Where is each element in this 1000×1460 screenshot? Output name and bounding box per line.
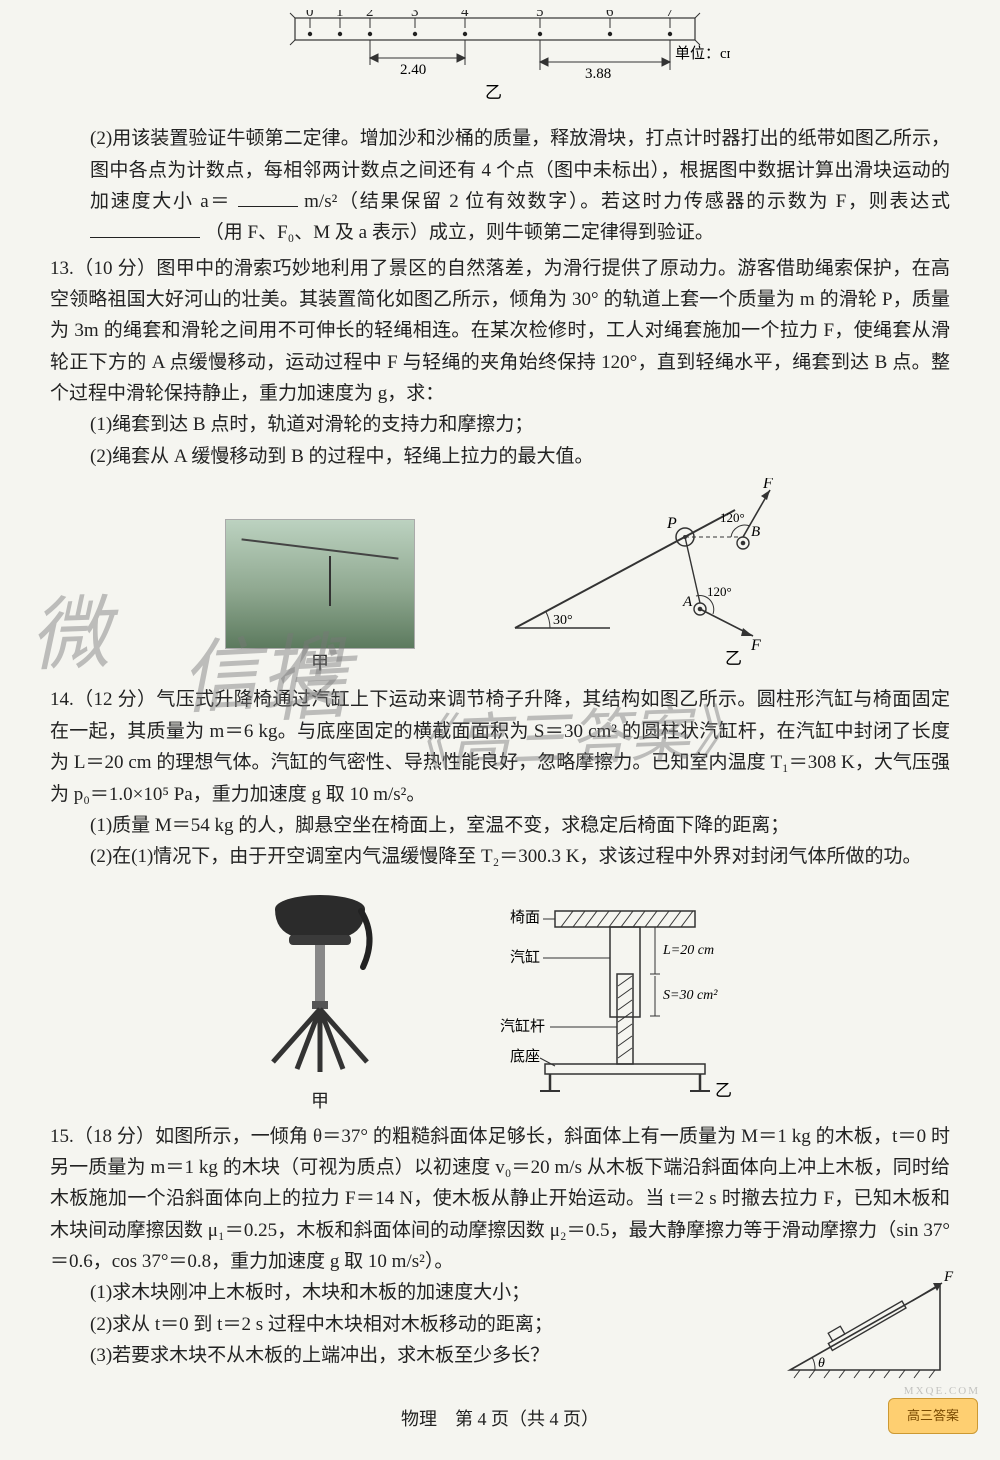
q13-s1: (1)绳套到达 B 点时，轨道对滑轮的支持力和摩擦力； xyxy=(50,409,950,440)
q13-s2: (2)绳套从 A 缓慢移动到 B 的过程中，轻绳上拉力的最大值。 xyxy=(50,441,950,472)
svg-text:2.40: 2.40 xyxy=(400,62,426,78)
svg-text:3.88: 3.88 xyxy=(585,66,611,82)
q13-fig-jia: 甲 xyxy=(225,519,415,679)
svg-text:6: 6 xyxy=(606,10,614,20)
corner-badge: 高三答案 xyxy=(888,1398,978,1434)
q13-diagram-svg: 30° P B A F 120° F xyxy=(495,478,775,668)
svg-text:乙: 乙 xyxy=(715,1081,732,1100)
chair-icon xyxy=(245,877,395,1077)
blank-acceleration xyxy=(238,188,298,207)
q13-head: 13.（10 分）图甲中的滑索巧妙地利用了景区的自然落差，为滑行提供了原动力。游… xyxy=(50,258,950,404)
fig-label-jia-14: 甲 xyxy=(245,1087,395,1117)
svg-text:F: F xyxy=(943,1269,954,1285)
q14-s2: (2)在(1)情况下，由于开空调室内气温缓慢降至 T₂＝300.3 K，求该过程… xyxy=(50,841,950,872)
svg-text:F: F xyxy=(750,637,761,654)
q14-s1: (1)质量 M＝54 kg 的人，脚悬空坐在椅面上，室温不变，求稳定后椅面下降的… xyxy=(50,810,950,841)
svg-text:汽缸杆: 汽缸杆 xyxy=(500,1017,545,1035)
ruler-figure: 0 1 2 3 4 5 6 7 2.40 3.88 单位：cm 乙 xyxy=(50,10,950,115)
svg-text:B: B xyxy=(751,524,760,540)
svg-text:2: 2 xyxy=(366,10,374,20)
q15-diagram-svg: F θ xyxy=(770,1265,960,1385)
badge-text: 高三答案 xyxy=(907,1405,959,1426)
q14: 14.（12 分）气压式升降椅通过汽缸上下运动来调节椅子升降，其结构如图乙所示。… xyxy=(50,684,950,809)
svg-text:3: 3 xyxy=(411,10,419,20)
svg-text:单位：cm: 单位：cm xyxy=(675,45,730,62)
q14-figures: 甲 椅面 汽缸 L=20 cm xyxy=(50,877,950,1117)
svg-text:120°: 120° xyxy=(707,584,732,599)
q13-fig-yi: 30° P B A F 120° F xyxy=(495,478,775,678)
q15: 15.（18 分）如图所示，一倾角 θ＝37° 的粗糙斜面体足够长，斜面体上有一… xyxy=(50,1121,950,1278)
svg-text:乙: 乙 xyxy=(485,83,502,102)
svg-text:椅面: 椅面 xyxy=(510,909,540,926)
q14-diagram-svg: 椅面 汽缸 L=20 cm 汽缸杆 S=30 cm² xyxy=(455,896,755,1106)
svg-text:30°: 30° xyxy=(553,613,573,628)
svg-text:S=30 cm²: S=30 cm² xyxy=(663,988,718,1003)
svg-text:乙: 乙 xyxy=(725,649,742,668)
svg-text:4: 4 xyxy=(461,10,469,20)
svg-text:7: 7 xyxy=(666,10,674,20)
q13-figures: 甲 30° P B A F xyxy=(50,478,950,678)
q13: 13.（10 分）图甲中的滑索巧妙地利用了景区的自然落差，为滑行提供了原动力。游… xyxy=(50,253,950,410)
ruler-svg: 0 1 2 3 4 5 6 7 2.40 3.88 单位：cm 乙 xyxy=(270,10,730,105)
fig-label-jia: 甲 xyxy=(225,649,415,679)
q12-part2: (2)用该装置验证牛顿第二定律。增加沙和沙桶的质量，释放滑块，打点计时器打出的纸… xyxy=(50,123,950,248)
photo-placeholder xyxy=(225,519,415,649)
svg-text:120°: 120° xyxy=(720,510,745,525)
q14-fig-jia: 甲 xyxy=(245,877,395,1117)
svg-text:L=20 cm: L=20 cm xyxy=(662,943,714,958)
svg-text:F: F xyxy=(762,478,773,492)
q15-head: 15.（18 分）如图所示，一倾角 θ＝37° 的粗糙斜面体足够长，斜面体上有一… xyxy=(50,1126,950,1272)
svg-text:汽缸: 汽缸 xyxy=(510,948,540,966)
svg-text:θ: θ xyxy=(818,1356,825,1371)
svg-text:1: 1 xyxy=(336,10,344,20)
svg-text:P: P xyxy=(666,515,677,532)
svg-text:5: 5 xyxy=(536,10,544,20)
svg-text:底座: 底座 xyxy=(510,1048,540,1065)
q12-2-tail: （用 F、F₀、M 及 a 表示）成立，则牛顿第二定律得到验证。 xyxy=(205,222,714,243)
blank-expression xyxy=(90,219,200,238)
q14-head: 14.（12 分）气压式升降椅通过汽缸上下运动来调节椅子升降，其结构如图乙所示。… xyxy=(50,689,950,804)
page-footer: 物理 第 4 页（共 4 页） xyxy=(50,1405,950,1435)
svg-text:A: A xyxy=(682,594,693,610)
q12-2-unit: m/s²（结果保留 2 位有效数字）。若这时力传感器的示数为 F，则表达式 xyxy=(304,191,950,212)
q14-fig-yi: 椅面 汽缸 L=20 cm 汽缸杆 S=30 cm² xyxy=(455,896,755,1116)
svg-text:0: 0 xyxy=(306,10,314,20)
